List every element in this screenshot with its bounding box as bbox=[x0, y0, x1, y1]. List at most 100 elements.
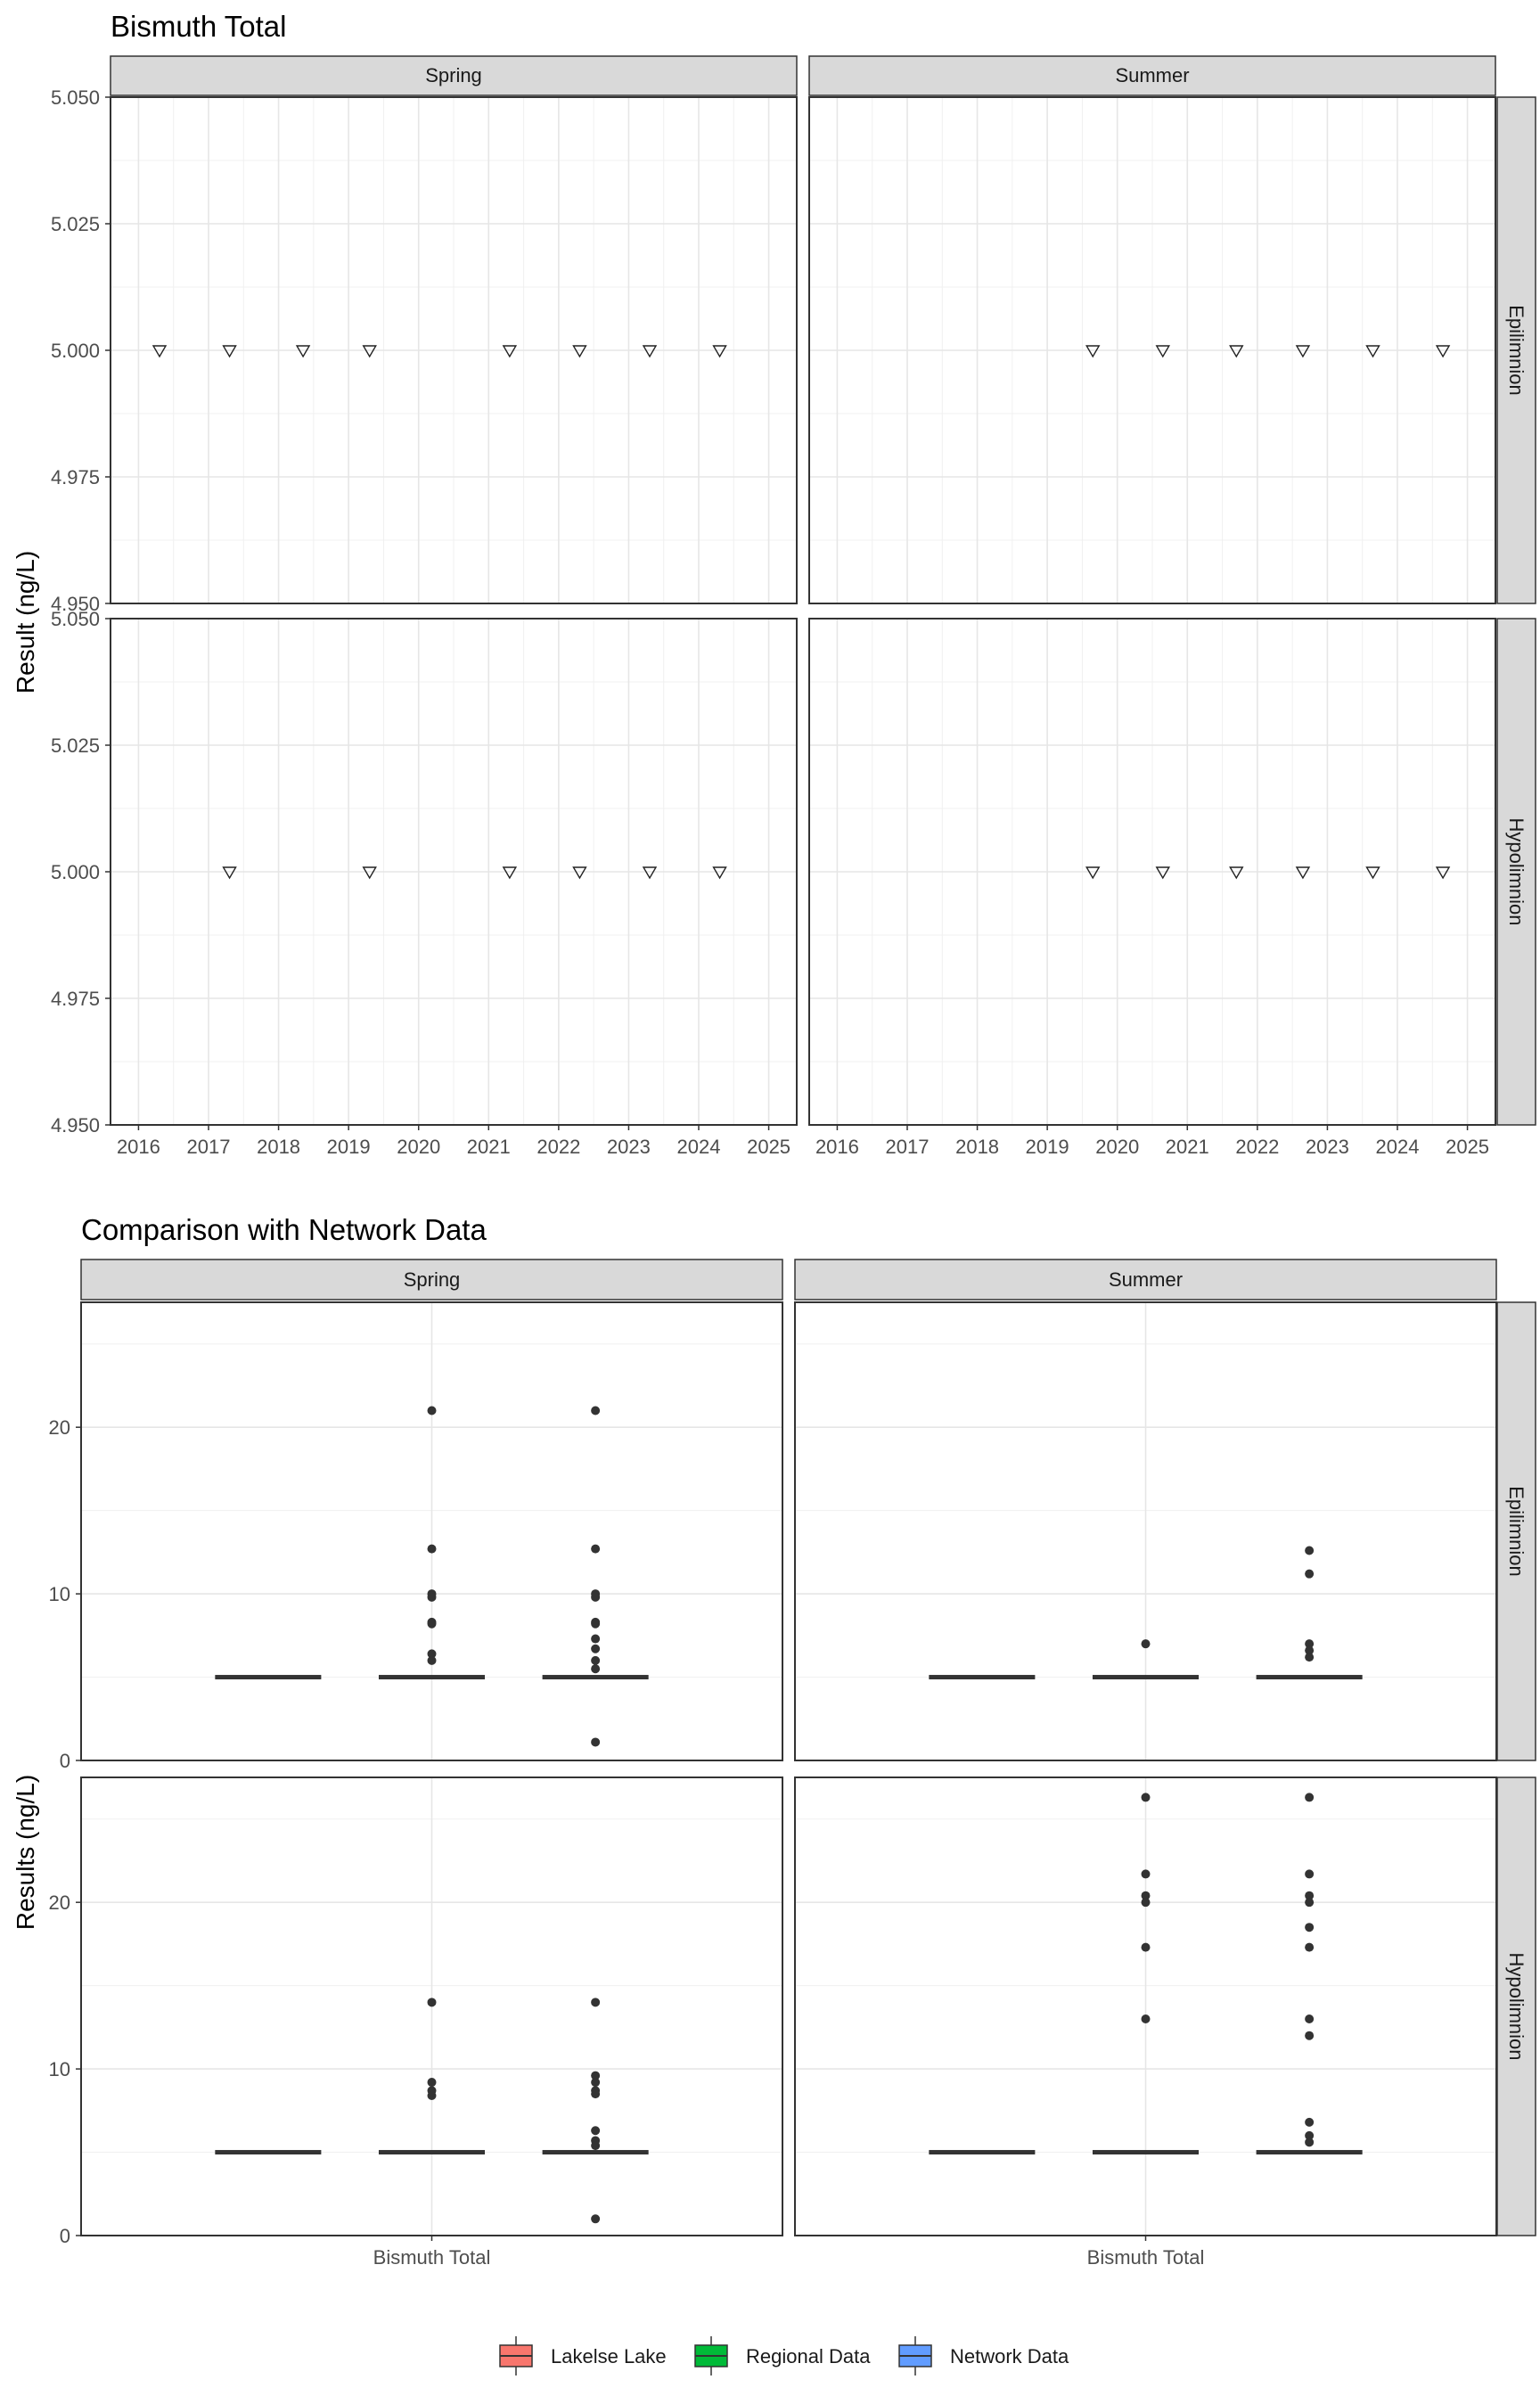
outlier-point bbox=[591, 2071, 601, 2080]
y-tick-label: 5.050 bbox=[51, 608, 100, 630]
legend-key-network-data bbox=[898, 2336, 932, 2375]
x-tick-label: 2021 bbox=[1166, 1136, 1209, 1158]
facet-strip-epilimnion bbox=[1496, 96, 1536, 604]
y-tick-label: 0 bbox=[60, 1750, 70, 1772]
facet-label-hypolimnion: Hypolimnion bbox=[1505, 817, 1528, 925]
outlier-point bbox=[1305, 2031, 1315, 2040]
outlier-point bbox=[1141, 1639, 1151, 1649]
x-tick-label: 2017 bbox=[886, 1136, 930, 1158]
y-tick-label: 10 bbox=[49, 2058, 70, 2080]
outlier-point bbox=[1305, 1546, 1315, 1555]
outlier-point bbox=[1305, 2117, 1315, 2127]
panel-summer-hypolimnion bbox=[808, 618, 1496, 1126]
data-point bbox=[152, 345, 168, 358]
outlier-point bbox=[427, 1998, 437, 2007]
data-point bbox=[1295, 866, 1311, 880]
outlier-point bbox=[1305, 1891, 1315, 1900]
outlier-point bbox=[591, 1619, 601, 1629]
facet-label-epilimnion: Epilimnion bbox=[1505, 305, 1528, 396]
x-tick-label: Bismuth Total bbox=[1087, 2246, 1205, 2269]
panel-border bbox=[80, 1301, 783, 1761]
data-point bbox=[642, 345, 658, 358]
data-point bbox=[1229, 345, 1244, 358]
outlier-point bbox=[1305, 1639, 1315, 1649]
data-point bbox=[502, 345, 518, 358]
y-tick-label: 4.975 bbox=[51, 466, 100, 488]
facet-label-spring: Spring bbox=[425, 64, 482, 86]
panel-border bbox=[808, 618, 1496, 1126]
outlier-point bbox=[1141, 1898, 1151, 1908]
panel-border bbox=[794, 1301, 1497, 1761]
outlier-point bbox=[591, 2078, 601, 2088]
outlier-point bbox=[427, 1544, 437, 1554]
chart2-ylabel: Results (ng/L) bbox=[12, 1775, 39, 1930]
outlier-point bbox=[1305, 1942, 1315, 1952]
legend-label-regional-data: Regional Data bbox=[746, 2345, 871, 2367]
outlier-point bbox=[1305, 2014, 1315, 2024]
outlier-point bbox=[427, 1649, 437, 1659]
data-point bbox=[642, 866, 658, 880]
panel-border bbox=[808, 96, 1496, 604]
x-tick-label: 2016 bbox=[117, 1136, 160, 1158]
outlier-point bbox=[591, 1406, 601, 1415]
x-tick-label: 2023 bbox=[1306, 1136, 1349, 1158]
facet-strip-epilimnion bbox=[1496, 1301, 1536, 1761]
outlier-point bbox=[427, 2090, 437, 2100]
outlier-point bbox=[427, 1406, 437, 1415]
x-tick-label: 2022 bbox=[1235, 1136, 1279, 1158]
outlier-point bbox=[591, 1737, 601, 1747]
outlier-point bbox=[427, 1655, 437, 1665]
data-point bbox=[222, 345, 237, 358]
chart1-plot: Spring Summer Epilimnion Hypolimnion 4.950 4.… bbox=[51, 55, 1536, 1158]
chart1-title: Bismuth Total bbox=[111, 10, 286, 43]
panel-spring-hypolimnion bbox=[110, 618, 798, 1126]
outlier-point bbox=[1141, 1793, 1151, 1802]
facet-strip-spring bbox=[80, 1259, 783, 1301]
outlier-point bbox=[1305, 1869, 1315, 1879]
outlier-point bbox=[1305, 1923, 1315, 1932]
data-point bbox=[1365, 345, 1380, 358]
data-point bbox=[1085, 345, 1101, 358]
x-tick-label: 2017 bbox=[187, 1136, 231, 1158]
data-point bbox=[362, 345, 377, 358]
data-point bbox=[1229, 866, 1244, 880]
facet-strip-summer bbox=[794, 1259, 1497, 1301]
panel-spring-hypolimnion bbox=[80, 1776, 783, 2236]
outlier-point bbox=[427, 2078, 437, 2088]
outlier-point bbox=[1141, 2014, 1151, 2024]
facet-label-summer: Summer bbox=[1115, 64, 1189, 86]
x-tick-label: 2019 bbox=[327, 1136, 371, 1158]
chart1-ylabel: Result (ng/L) bbox=[12, 551, 39, 693]
legend: Lakelse Lake Regional Data Network Data bbox=[499, 2336, 1069, 2375]
y-tick-label: 5.000 bbox=[51, 340, 100, 362]
x-tick-label: 2021 bbox=[467, 1136, 511, 1158]
outlier-point bbox=[427, 1619, 437, 1629]
y-tick-label: 5.050 bbox=[51, 86, 100, 109]
facet-strip-hypolimnion bbox=[1496, 618, 1536, 1126]
outlier-point bbox=[591, 2089, 601, 2099]
data-point bbox=[1435, 866, 1451, 880]
outlier-point bbox=[1305, 1793, 1315, 1802]
outlier-point bbox=[591, 1998, 601, 2007]
data-point bbox=[362, 866, 377, 880]
legend-label-lakelse-lake: Lakelse Lake bbox=[551, 2345, 667, 2367]
y-tick-label: 20 bbox=[49, 1891, 70, 1914]
panel-spring-epilimnion bbox=[110, 96, 798, 604]
outlier-point bbox=[1305, 1569, 1315, 1579]
data-point bbox=[1155, 866, 1171, 880]
outlier-point bbox=[1141, 1891, 1151, 1900]
data-point bbox=[712, 866, 727, 880]
y-tick-label: 4.950 bbox=[51, 593, 100, 615]
y-tick-label: 4.950 bbox=[51, 1114, 100, 1136]
outlier-point bbox=[591, 1634, 601, 1644]
y-tick-label: 4.975 bbox=[51, 988, 100, 1010]
data-point bbox=[572, 866, 587, 880]
outlier-point bbox=[1141, 1869, 1151, 1879]
data-point bbox=[1435, 345, 1451, 358]
facet-label-hypolimnion: Hypolimnion bbox=[1505, 1952, 1528, 2060]
x-tick-label: 2025 bbox=[1446, 1136, 1489, 1158]
x-tick-label: 2018 bbox=[257, 1136, 300, 1158]
outlier-point bbox=[591, 2126, 601, 2136]
data-point bbox=[502, 866, 518, 880]
data-point bbox=[572, 345, 587, 358]
